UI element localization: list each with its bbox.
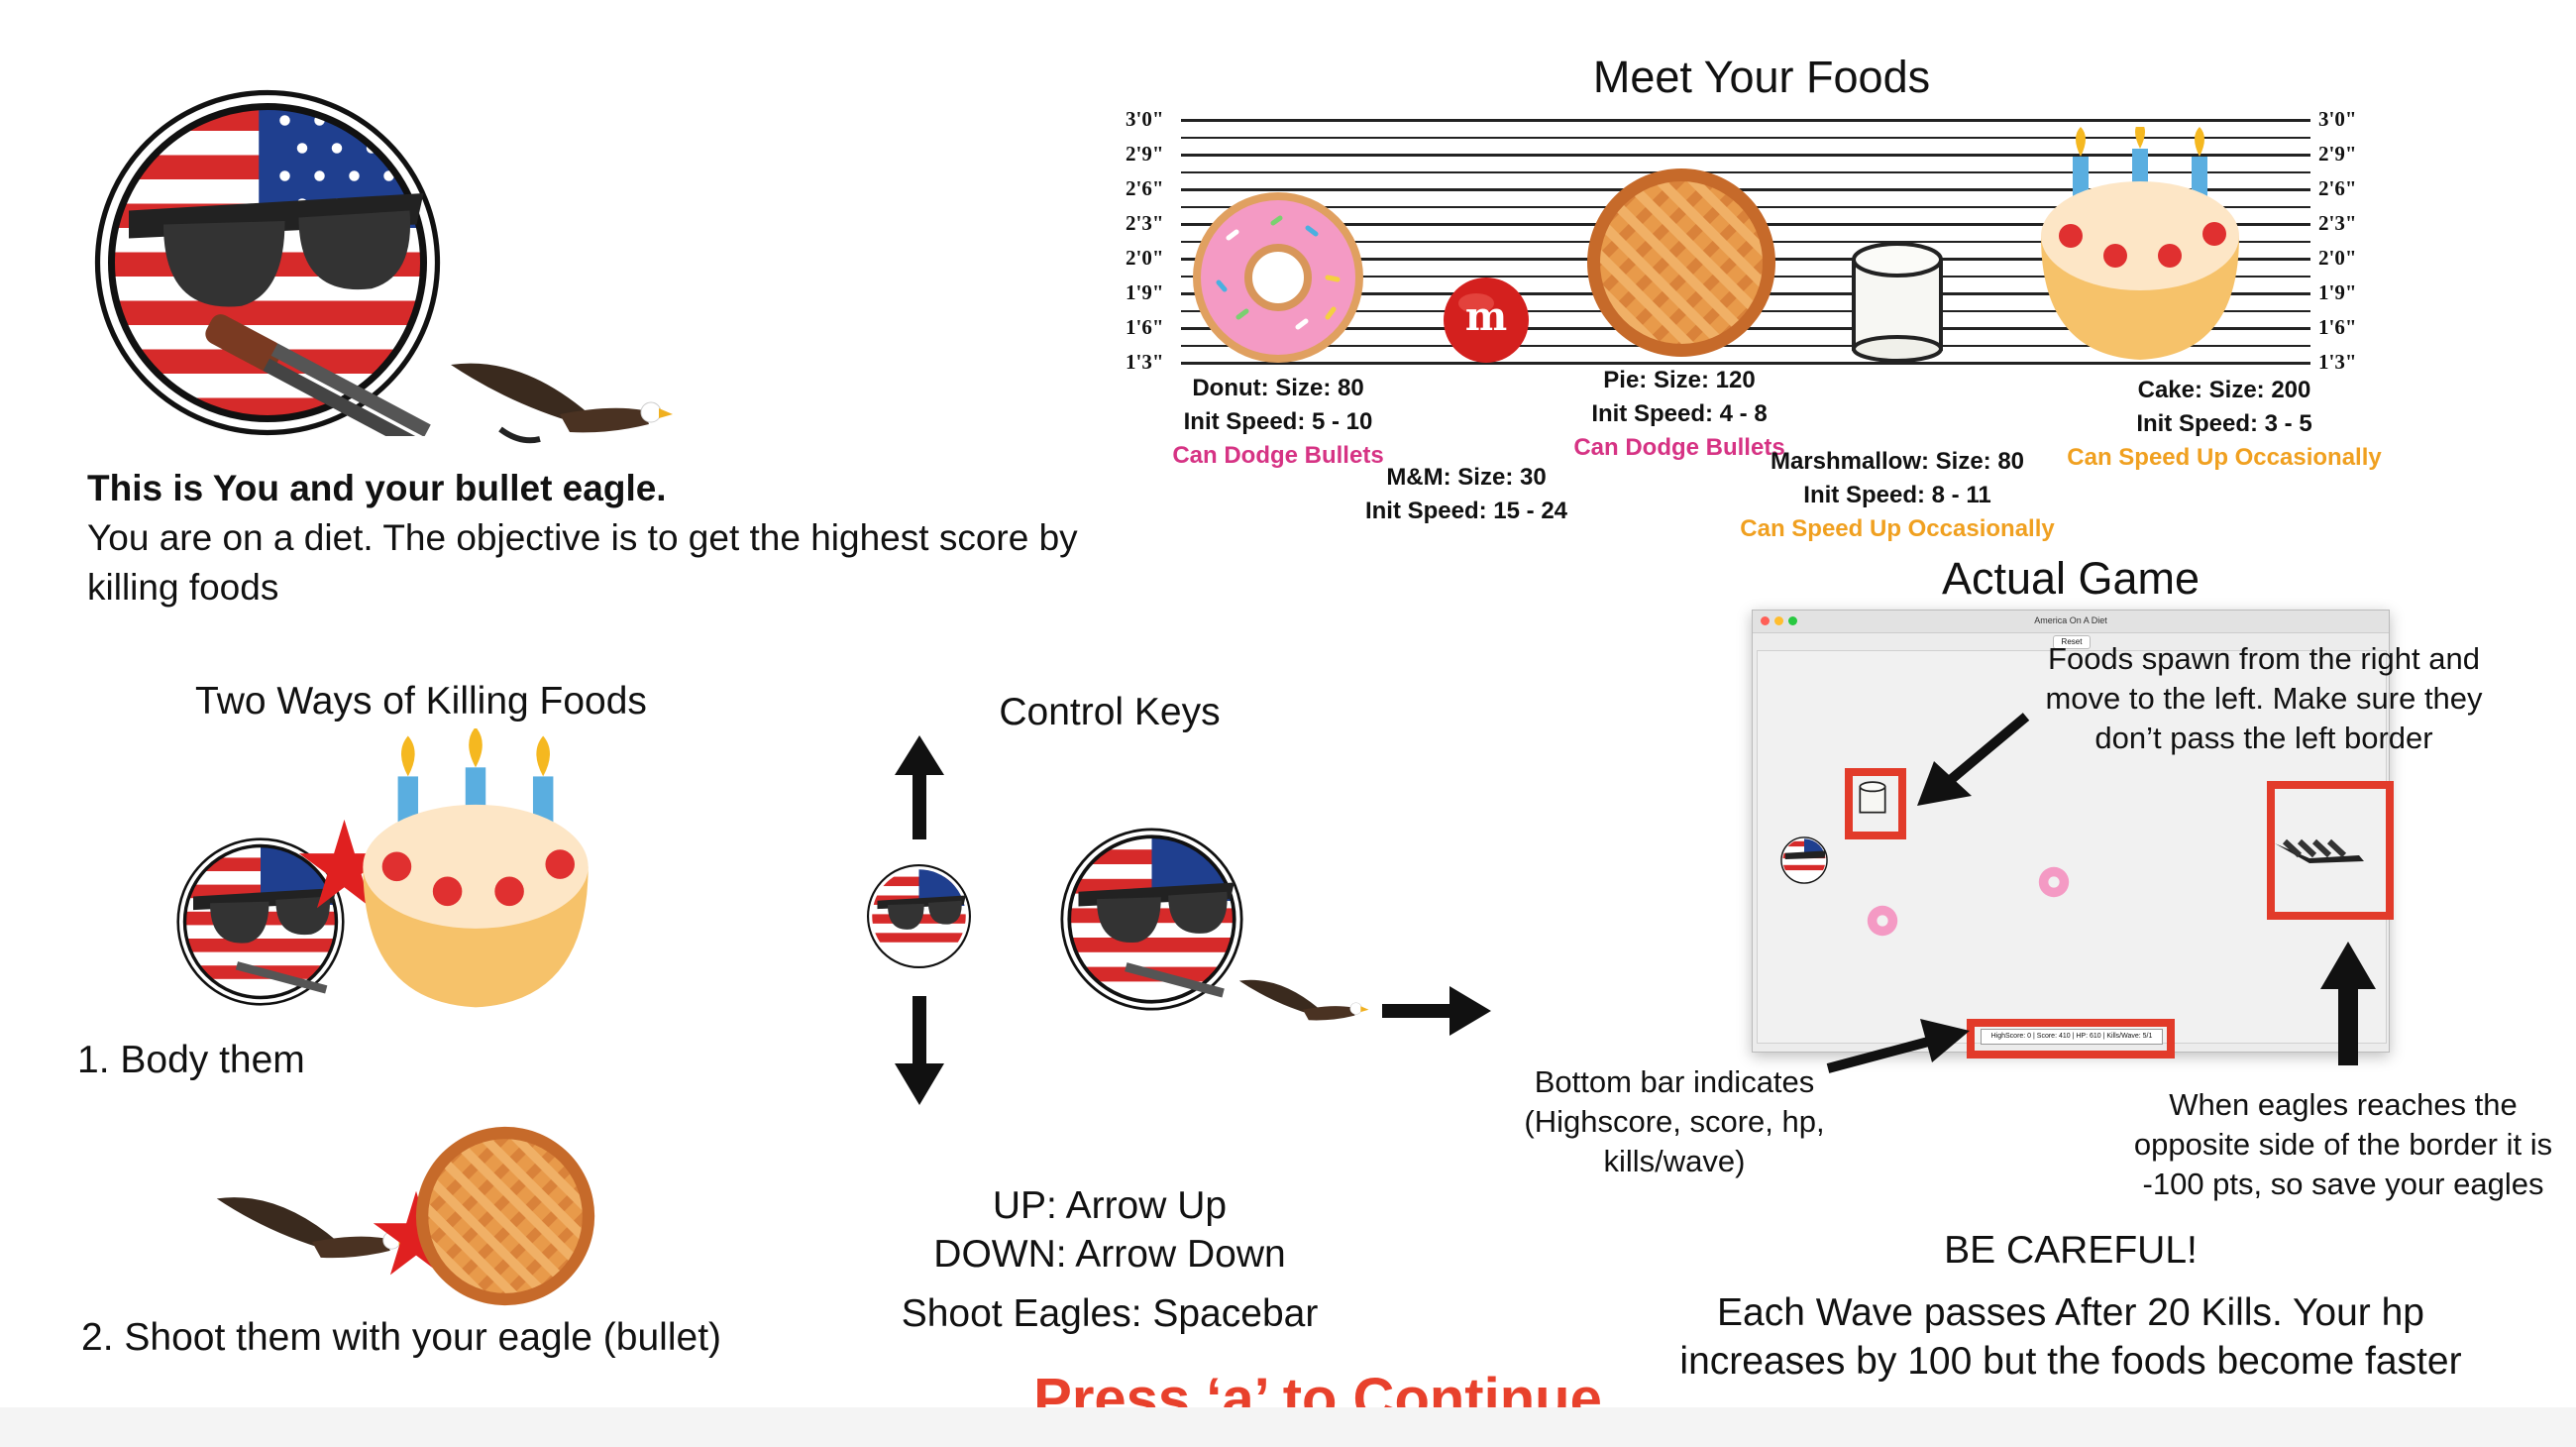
mm-logo: m: [1464, 293, 1508, 340]
arrow-to-eagles-icon: [2318, 942, 2378, 1065]
game-marshmallow-sprite: [1858, 781, 1887, 817]
arrow-to-marshmallow-icon: [1912, 712, 2031, 811]
way-1-text: 1. Body them: [77, 1039, 305, 1081]
eagle-projectile-icon: [1234, 966, 1372, 1036]
marshmallow-label: Marshmallow: Size: 80 Init Speed: 8 - 11…: [1740, 448, 2055, 542]
intro-title: This is You and your bullet eagle.: [87, 468, 667, 508]
cake-label: Cake: Size: 200 Init Speed: 3 - 5 Can Sp…: [2067, 377, 2382, 471]
window-title: America On A Diet: [2034, 615, 2107, 625]
pie-label: Pie: Size: 120 Init Speed: 4 - 8 Can Dod…: [1573, 367, 1785, 461]
eagles-highlight-box: [2267, 781, 2394, 920]
reset-button[interactable]: Reset: [2053, 635, 2091, 649]
arrow-up-icon: [895, 735, 944, 839]
bottom-bar-note: Bottom bar indicates (Highscore, score, …: [1524, 1064, 1825, 1178]
player-ball-body: [176, 837, 345, 1006]
game-donut-sprite-1: [1867, 905, 1898, 937]
status-bar-highlight-box: [1967, 1019, 2175, 1058]
way-2-text: 2. Shoot them with your eagle (bullet): [81, 1316, 722, 1359]
intro-line-1: You are on a diet. The objective is to g…: [87, 517, 1078, 558]
minimize-dot-icon[interactable]: [1774, 616, 1783, 625]
cake-image: [2031, 121, 2249, 365]
close-dot-icon[interactable]: [1761, 616, 1770, 625]
control-up-text: UP: Arrow Up: [992, 1184, 1228, 1227]
actual-game-title: Actual Game: [1941, 553, 2200, 604]
mm-candy-image: m: [1442, 276, 1531, 365]
control-down-text: DOWN: Arrow Down: [933, 1233, 1286, 1276]
impact-star-icon: [297, 818, 391, 912]
cake-target-image: [352, 726, 599, 1016]
arrow-to-statusbar-icon: [1823, 1019, 1972, 1078]
pie-target-image: [414, 1125, 597, 1308]
wave-note: Each Wave passes After 20 Kills. Your hp…: [1679, 1291, 2462, 1383]
donut-image: [1189, 188, 1367, 367]
arrow-right-icon: [1382, 986, 1491, 1036]
marshmallow-image: [1848, 240, 1947, 364]
spawn-note: Foods spawn from the right and move to t…: [2045, 641, 2483, 755]
game-window: America On A Diet Reset H: [1752, 610, 2390, 1053]
foods-title: Meet Your Foods: [1592, 52, 1931, 102]
game-eagles-sprite: [2270, 834, 2369, 868]
player-ball-shooting: [1060, 828, 1243, 1011]
window-titlebar: America On A Diet: [1753, 611, 2389, 633]
bullet-eagle-icon: [441, 345, 679, 454]
eagle-penalty-note: When eagles reaches the opposite side of…: [2133, 1087, 2553, 1201]
game-status-bar: HighScore: 0 | Score: 410 | HP: 610 | Ki…: [1981, 1029, 2163, 1045]
control-shoot-text: Shoot Eagles: Spacebar: [901, 1292, 1319, 1335]
intro-line-2: killing foods: [87, 567, 279, 608]
pie-image: [1585, 167, 1778, 360]
mm-label: M&M: Size: 30 Init Speed: 15 - 24: [1364, 464, 1568, 524]
game-player-sprite: [1780, 836, 1828, 884]
bottom-strip: [0, 1407, 2576, 1447]
be-careful-text: BE CAREFUL!: [1944, 1229, 2198, 1272]
maximize-dot-icon[interactable]: [1788, 616, 1797, 625]
game-donut-sprite-2: [2038, 866, 2070, 898]
player-ball-small: [867, 864, 971, 968]
marshmallow-highlight-box: [1845, 768, 1906, 839]
controls-title: Control Keys: [999, 691, 1221, 733]
killing-title: Two Ways of Killing Foods: [195, 680, 647, 723]
arrow-down-icon: [895, 996, 944, 1105]
impact-star-icon-2: [372, 1189, 461, 1279]
player-ball-large: [94, 89, 441, 453]
donut-label: Donut: Size: 80 Init Speed: 5 - 10 Can D…: [1172, 375, 1384, 469]
